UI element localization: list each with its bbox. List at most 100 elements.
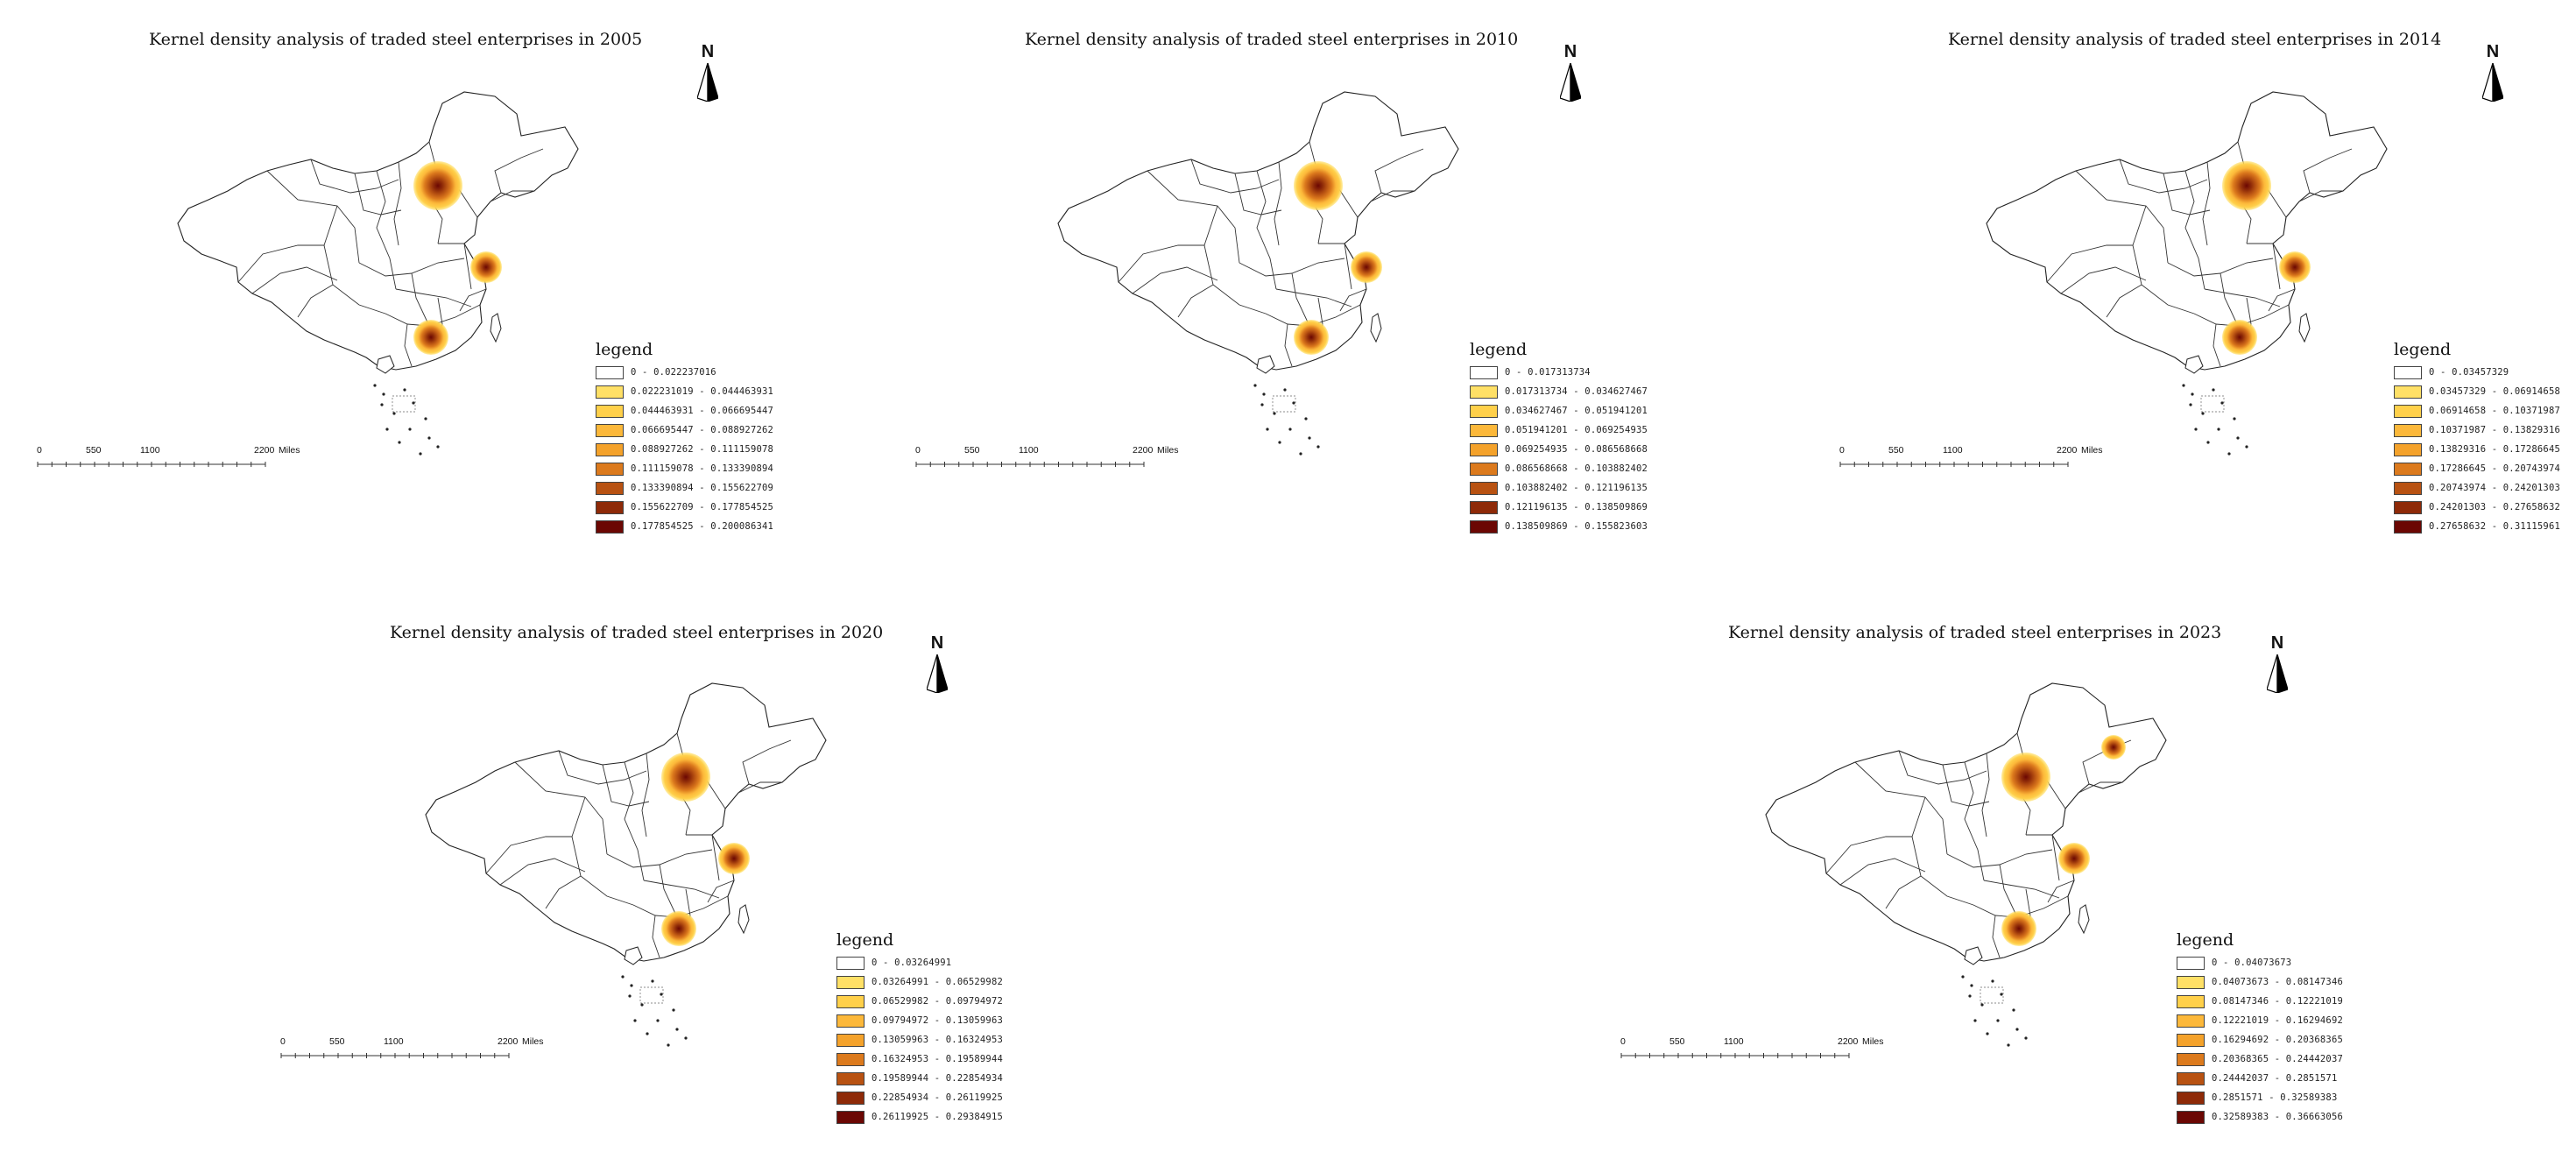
province-border xyxy=(2272,243,2281,290)
map-panel-2023: Kernel density analysis of traded steel … xyxy=(1616,609,2474,1152)
legend-swatch xyxy=(1470,500,1498,514)
legend-range-label: 0.13059963 - 0.16324953 xyxy=(872,1035,1003,1046)
south-sea-island xyxy=(621,975,625,979)
legend-row: 0.32589383 - 0.36663056 xyxy=(2177,1109,2387,1126)
taiwan-island xyxy=(1370,313,1382,343)
legend-swatch xyxy=(2177,1071,2205,1085)
legend-range-label: 0.04073673 - 0.08147346 xyxy=(2212,977,2343,988)
legend-title: legend xyxy=(596,340,653,359)
legend-range-label: 0.155622709 - 0.177854525 xyxy=(631,502,774,513)
legend-row: 0.121196135 - 0.138509869 xyxy=(1470,499,1680,516)
scale-tick-label: 0 xyxy=(280,1036,286,1047)
province-border xyxy=(1274,161,1282,246)
province-border xyxy=(2047,880,2075,903)
south-sea-island xyxy=(403,388,406,392)
legend-row: 0.03264991 - 0.06529982 xyxy=(836,974,1047,991)
hainan-island xyxy=(376,355,395,374)
legend-range-label: 0.177854525 - 0.200086341 xyxy=(631,521,774,533)
scale-bar: 0 550 1100 2200 Miles xyxy=(280,1036,552,1063)
taiwan-island xyxy=(2298,313,2311,343)
south-sea-boundary xyxy=(2200,395,2225,413)
legend-title: legend xyxy=(2177,930,2234,950)
scale-unit-label: Miles xyxy=(279,445,300,456)
legend-swatch xyxy=(2177,1091,2205,1105)
scale-tick-label: 2200 xyxy=(1133,445,1154,456)
province-border xyxy=(297,284,334,318)
south-sea-island xyxy=(2233,417,2236,421)
china-map xyxy=(425,682,827,1047)
legend-range-label: 0.017313734 - 0.034627467 xyxy=(1505,386,1648,398)
province-border xyxy=(2163,173,2211,216)
south-sea-island xyxy=(380,403,384,406)
map-panel-2014: Kernel density analysis of traded steel … xyxy=(1717,18,2575,561)
scale-tick-label: 2200 xyxy=(2057,445,2078,456)
legend-swatch xyxy=(2394,365,2422,379)
province-border xyxy=(1256,170,1277,290)
province-border xyxy=(1983,880,2060,899)
south-sea-island xyxy=(1986,1032,1989,1035)
legend-range-label: 0.12221019 - 0.16294692 xyxy=(2212,1015,2343,1027)
scale-tick-label: 1100 xyxy=(140,445,160,456)
arrow-icon xyxy=(2482,63,2503,102)
province-border xyxy=(1981,753,1990,837)
hainan-island xyxy=(1964,946,1983,965)
south-sea-boundary xyxy=(1980,986,2004,1004)
province-border xyxy=(707,880,735,903)
legend-range-label: 0.13829316 - 0.17286645 xyxy=(2429,444,2560,456)
south-sea-island xyxy=(2000,993,2003,996)
south-sea-island xyxy=(398,441,401,444)
map-title: Kernel density analysis of traded steel … xyxy=(149,30,643,49)
legend-range-label: 0.086568668 - 0.103882402 xyxy=(1505,463,1648,475)
legend-swatch xyxy=(596,500,624,514)
south-sea-island xyxy=(419,452,422,456)
province-border xyxy=(2184,170,2205,290)
province-border xyxy=(545,875,582,909)
south-sea-island xyxy=(1260,403,1264,406)
legend-range-label: 0.16324953 - 0.19589944 xyxy=(872,1054,1003,1065)
south-sea-island xyxy=(1308,436,1311,440)
south-sea-island xyxy=(436,445,440,449)
south-sea-island xyxy=(646,1032,649,1035)
scale-unit-label: Miles xyxy=(1862,1036,1884,1047)
south-sea-island xyxy=(675,1028,679,1031)
south-sea-island xyxy=(373,384,377,387)
south-sea-island xyxy=(2201,412,2205,415)
province-border xyxy=(463,243,472,290)
south-sea-island xyxy=(1973,1019,1977,1022)
province-border xyxy=(641,753,650,837)
legend-title: legend xyxy=(1470,340,1528,359)
legend-range-label: 0.32589383 - 0.36663056 xyxy=(2212,1112,2343,1123)
south-sea-island xyxy=(1273,412,1276,415)
legend-row: 0.2851571 - 0.32589383 xyxy=(2177,1090,2387,1106)
legend-row: 0.08147346 - 0.12221019 xyxy=(2177,993,2387,1010)
province-border xyxy=(2119,159,2208,194)
legend-range-label: 0.06529982 - 0.09794972 xyxy=(872,996,1003,1007)
legend-row: 0.09794972 - 0.13059963 xyxy=(836,1013,1047,1029)
legend-range-label: 0.19589944 - 0.22854934 xyxy=(872,1073,1003,1085)
scale-tick-label: 0 xyxy=(915,445,921,456)
province-border xyxy=(1964,761,1985,881)
province-border xyxy=(404,323,413,367)
density-hotspot-yangtze-delta xyxy=(2279,251,2311,283)
south-sea-island xyxy=(427,436,431,440)
legend-range-label: 0.16294692 - 0.20368365 xyxy=(2212,1035,2343,1046)
province-border xyxy=(494,148,544,194)
south-sea-island xyxy=(633,1019,637,1022)
south-sea-island xyxy=(1970,984,1973,987)
legend-swatch xyxy=(2177,1052,2205,1066)
province-border xyxy=(1370,190,1415,202)
province-border xyxy=(490,190,534,202)
scale-line xyxy=(1620,1053,1850,1058)
legend-swatch xyxy=(2177,1014,2205,1028)
density-hotspot-north-china xyxy=(2222,161,2271,210)
legend-row: 0 - 0.03264991 xyxy=(836,955,1047,972)
province-border xyxy=(1118,244,1204,283)
legend-row: 0.04073673 - 0.08147346 xyxy=(2177,974,2387,991)
province-border xyxy=(2078,781,2122,794)
province-border xyxy=(2303,148,2353,194)
legend-swatch xyxy=(836,1110,865,1124)
arrow-icon xyxy=(1560,63,1581,102)
scale-line xyxy=(915,462,1145,467)
legend-range-label: 0.08147346 - 0.12221019 xyxy=(2212,996,2343,1007)
taiwan-island xyxy=(490,313,502,343)
